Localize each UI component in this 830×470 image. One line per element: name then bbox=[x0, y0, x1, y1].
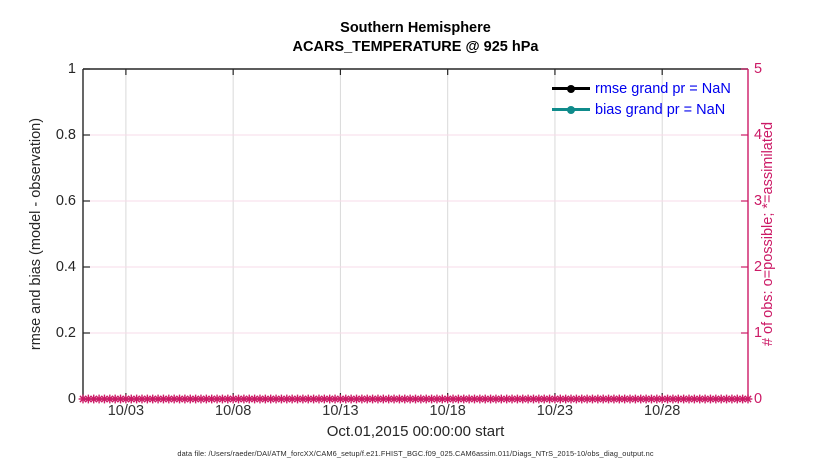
x-tick-label: 10/18 bbox=[429, 403, 466, 419]
y-right-tick-label: 5 bbox=[754, 60, 763, 77]
y-right-tick-label: 0 bbox=[754, 390, 763, 407]
obs-assimilated-markers bbox=[78, 394, 753, 404]
x-axis-label: Oct.01,2015 00:00:00 start bbox=[326, 423, 505, 440]
y-right-axis-label: # of obs: o=possible; *=assimilated bbox=[760, 121, 776, 347]
legend-line-marker bbox=[552, 105, 590, 115]
y-left-tick-label: 0 bbox=[67, 390, 76, 407]
legend-item-rmse: rmse grand pr = NaN bbox=[552, 78, 731, 99]
chart-subtitle: ACARS_TEMPERATURE @ 925 hPa bbox=[292, 39, 539, 55]
legend-label: bias grand pr = NaN bbox=[595, 101, 726, 118]
y-right-tick-label: 2 bbox=[754, 258, 763, 275]
y-right-tick-label: 1 bbox=[754, 324, 763, 341]
legend-line-marker bbox=[552, 84, 590, 94]
legend-item-bias: bias grand pr = NaN bbox=[552, 99, 731, 120]
legend: rmse grand pr = NaN bias grand pr = NaN bbox=[552, 78, 731, 120]
legend-label: rmse grand pr = NaN bbox=[595, 80, 731, 97]
y-right-tick-label: 4 bbox=[754, 126, 763, 143]
chart-title: Southern Hemisphere bbox=[340, 20, 491, 36]
x-tick-label: 10/23 bbox=[536, 403, 574, 419]
y-right-tick-label: 3 bbox=[754, 192, 763, 209]
gridlines bbox=[83, 69, 748, 399]
y-left-tick-label: 0.4 bbox=[55, 258, 76, 275]
x-tick-label: 10/28 bbox=[644, 403, 681, 419]
y-left-tick-label: 0.2 bbox=[55, 324, 76, 341]
data-file-caption: data file: /Users/raeder/DAI/ATM_forcXX/… bbox=[177, 449, 654, 458]
x-tick-label: 10/03 bbox=[107, 403, 145, 419]
y-left-tick-label: 1 bbox=[67, 60, 76, 77]
y-left-tick-label: 0.8 bbox=[55, 126, 76, 143]
x-tick-label: 10/13 bbox=[322, 403, 359, 419]
y-left-axis-label: rmse and bias (model - observation) bbox=[28, 117, 44, 351]
y-left-tick-label: 0.6 bbox=[55, 192, 76, 209]
x-tick-label: 10/08 bbox=[215, 403, 252, 419]
